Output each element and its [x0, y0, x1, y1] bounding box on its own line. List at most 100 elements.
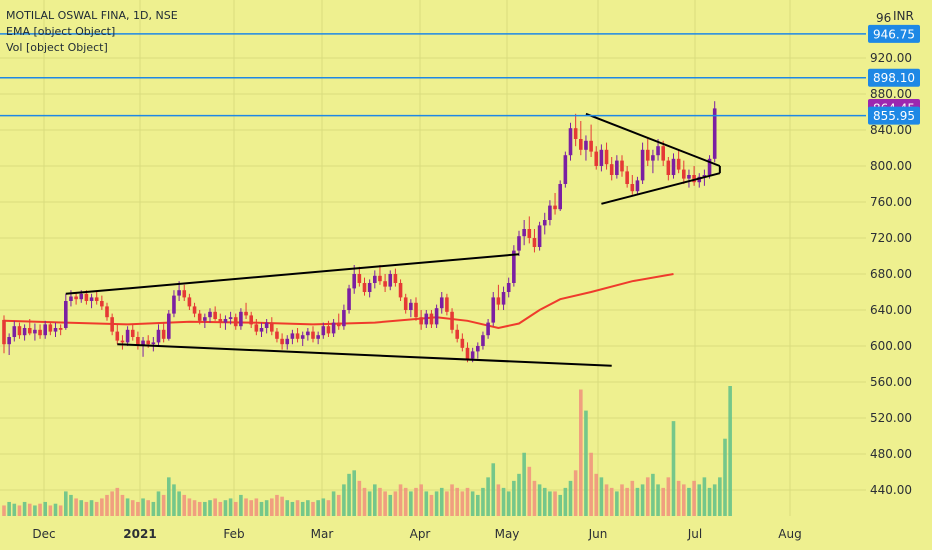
candle-body-96 — [496, 297, 501, 305]
volume-bar-17 — [89, 500, 94, 516]
candle-body-117 — [604, 149, 609, 165]
candle-body-102 — [527, 229, 532, 238]
volume-bar-48 — [249, 500, 253, 516]
volume-bar-131 — [676, 480, 681, 516]
candle-body-41 — [213, 311, 217, 319]
candle-body-8 — [43, 324, 47, 336]
candle-body-104 — [537, 225, 542, 247]
candle-body-23 — [120, 340, 125, 343]
candle-body-35 — [182, 290, 187, 298]
trendline-0 — [65, 253, 520, 295]
volume-bar-129 — [666, 477, 671, 516]
volume-bar-60 — [311, 501, 315, 516]
candle-body-79 — [409, 302, 413, 310]
volume-bar-39 — [203, 501, 207, 516]
candle-body-28 — [146, 340, 150, 345]
volume-indicator-label[interactable]: Vol [object Object] — [6, 41, 108, 54]
volume-bar-55 — [285, 500, 290, 516]
candle-body-18 — [94, 297, 99, 301]
volume-bar-92 — [476, 494, 480, 516]
volume-bar-59 — [306, 500, 310, 516]
volume-bar-85 — [439, 487, 444, 516]
candle-body-100 — [517, 236, 521, 251]
volume-bar-141 — [728, 386, 732, 516]
candle-body-15 — [79, 293, 84, 300]
y-tick-label-9: 560.00 — [870, 375, 912, 389]
candle-body-71 — [367, 283, 372, 292]
candle-body-45 — [233, 317, 238, 327]
volume-bar-140 — [723, 438, 727, 516]
volume-bar-74 — [383, 491, 387, 516]
volume-bar-105 — [542, 487, 547, 516]
volume-bar-27 — [141, 498, 145, 516]
candle-body-6 — [33, 329, 37, 334]
trendline-2 — [585, 112, 721, 167]
candle-body-40 — [208, 311, 212, 318]
y-tick-label-6: 680.00 — [870, 267, 912, 281]
volume-bar-12 — [64, 491, 68, 516]
candle-body-61 — [316, 335, 320, 339]
volume-bar-128 — [661, 487, 665, 516]
price-badge-3 — [868, 106, 920, 125]
volume-bar-26 — [136, 501, 140, 516]
price-badge-0 — [868, 24, 920, 43]
volume-bar-16 — [84, 501, 89, 516]
volume-bar-35 — [182, 494, 187, 516]
candle-body-72 — [373, 275, 377, 283]
volume-bar-7 — [38, 503, 42, 516]
volume-bar-18 — [94, 501, 99, 516]
volume-bar-44 — [228, 498, 233, 516]
candle-body-93 — [481, 335, 485, 346]
candle-body-52 — [270, 322, 274, 332]
candle-body-124 — [640, 149, 645, 181]
candle-body-39 — [203, 317, 207, 321]
volume-bar-36 — [187, 498, 192, 516]
candle-body-119 — [615, 160, 619, 175]
volume-bar-6 — [33, 505, 37, 516]
volume-bar-127 — [656, 484, 660, 516]
volume-bar-42 — [218, 501, 223, 516]
volume-bar-106 — [548, 491, 552, 516]
symbol-title[interactable]: MOTILAL OSWAL FINA, 1D, NSE — [6, 9, 178, 22]
volume-bar-49 — [254, 498, 259, 516]
x-tick-label-2: Feb — [223, 527, 244, 541]
volume-bar-126 — [651, 473, 655, 516]
candle-body-32 — [167, 313, 171, 339]
candle-body-17 — [89, 297, 94, 301]
candle-body-128 — [661, 146, 665, 161]
candle-body-53 — [275, 331, 279, 339]
candle-body-30 — [156, 329, 161, 343]
volume-bar-71 — [367, 491, 372, 516]
volume-bar-34 — [177, 491, 181, 516]
volume-bar-46 — [239, 494, 243, 516]
volume-bar-10 — [53, 503, 58, 516]
candle-body-37 — [192, 306, 197, 314]
x-tick-label-5: May — [495, 527, 520, 541]
volume-bar-133 — [687, 487, 691, 516]
volume-bar-86 — [445, 491, 449, 516]
candle-body-44 — [228, 317, 233, 319]
candle-body-95 — [491, 297, 496, 323]
candle-body-131 — [676, 158, 681, 170]
volume-bar-96 — [496, 484, 501, 516]
price-badge-label-3: 855.95 — [873, 109, 915, 123]
volume-bar-3 — [17, 505, 22, 516]
candle-body-122 — [630, 184, 635, 192]
y-tick-label-5: 720.00 — [870, 231, 912, 245]
candle-body-132 — [682, 169, 686, 179]
candle-body-36 — [187, 297, 192, 307]
y-tick-label-11: 480.00 — [870, 447, 912, 461]
volume-bar-104 — [537, 484, 542, 516]
candle-body-89 — [460, 338, 465, 348]
volume-bar-38 — [197, 501, 202, 516]
candle-body-70 — [362, 283, 367, 292]
x-tick-label-0: Dec — [32, 527, 55, 541]
volume-bar-32 — [167, 477, 171, 516]
candle-body-26 — [136, 337, 140, 346]
ema-indicator-label[interactable]: EMA [object Object] — [6, 25, 116, 38]
y-tick-label-2: 840.00 — [870, 123, 912, 137]
volume-bar-58 — [300, 501, 305, 516]
volume-bar-57 — [295, 500, 300, 516]
candle-body-74 — [383, 281, 387, 287]
